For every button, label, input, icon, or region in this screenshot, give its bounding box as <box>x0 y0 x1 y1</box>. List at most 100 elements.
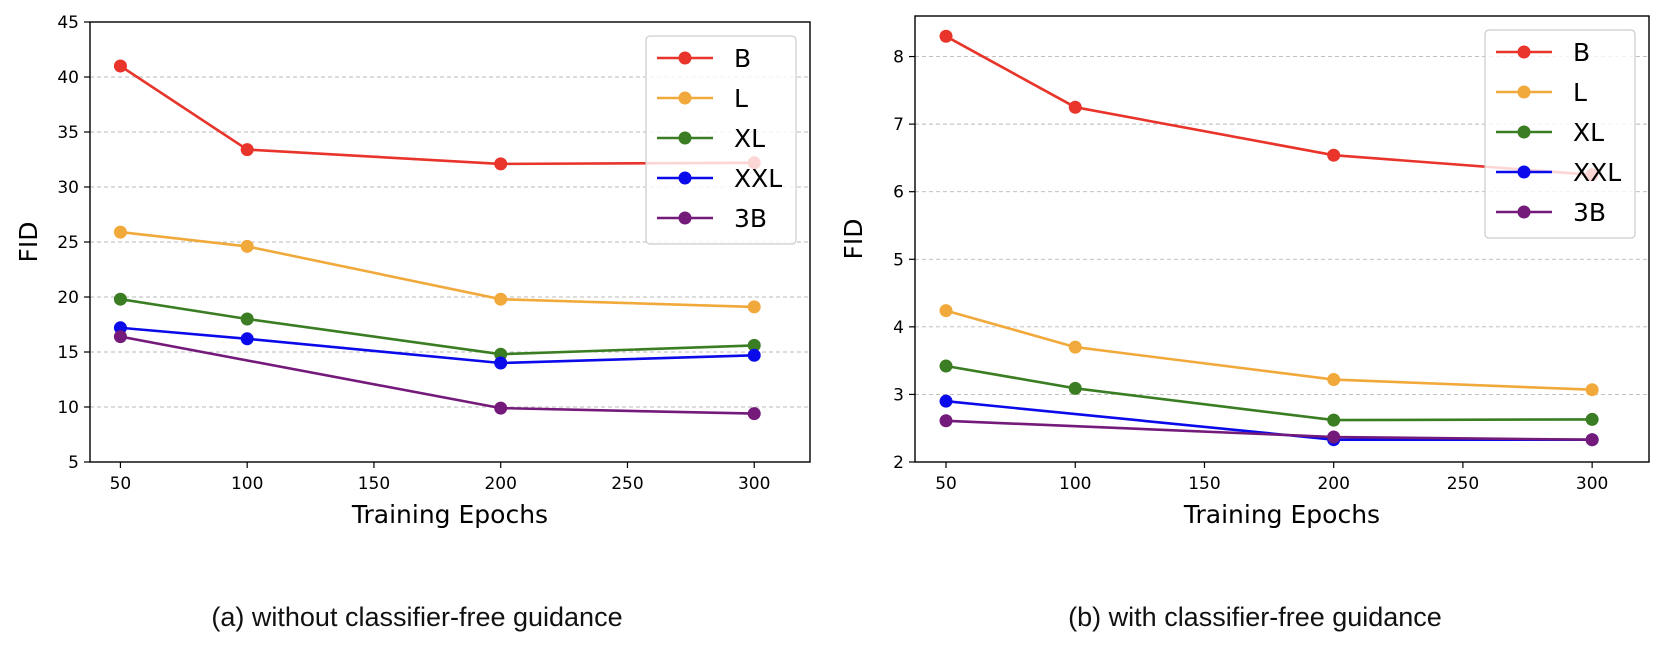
chart-b: 2 3 4 5 6 7 8 50 100 150 200 250 300 Training Epochs F… <box>839 15 1650 529</box>
data-point <box>1585 412 1599 426</box>
legend-entry: 3B <box>657 204 767 233</box>
legend-marker <box>678 211 692 225</box>
series-line <box>120 297 755 356</box>
legend-label: XXL <box>734 164 782 193</box>
y-tick-label: 3 <box>893 385 904 405</box>
legend-entry: XXL <box>1496 158 1621 187</box>
x-tick-label: 200 <box>1317 474 1349 494</box>
caption-a: (a) without classifier-free guidance <box>211 602 623 632</box>
legend-label: XL <box>734 124 765 153</box>
series-3b <box>113 330 761 421</box>
series-line <box>119 64 755 166</box>
legend-entry: B <box>1496 38 1590 67</box>
data-point <box>1327 148 1341 162</box>
y-axis-label: FID <box>839 218 868 259</box>
chart-a: 5 10 15 20 25 30 35 40 45 50 100 150 200 250 300 Traini… <box>14 13 811 529</box>
legend-entry: B <box>657 44 751 73</box>
x-tick-label: 300 <box>1576 474 1608 494</box>
y-tick-label: 15 <box>57 343 79 363</box>
y-tick-label: 8 <box>893 48 904 68</box>
x-tick-label: 100 <box>231 474 263 494</box>
x-tick-label: 250 <box>611 474 643 494</box>
series-line <box>945 35 1593 177</box>
series-line <box>120 230 755 309</box>
data-point <box>939 359 953 373</box>
x-axis-label: Training Epochs <box>351 500 548 529</box>
data-point <box>494 356 508 370</box>
legend: BL XL XXL 3B <box>645 35 797 245</box>
data-point <box>1327 373 1341 387</box>
y-tick-label: 30 <box>57 178 79 198</box>
legend-box <box>645 35 797 245</box>
plot-frame <box>89 21 811 463</box>
y-tick-label: 5 <box>68 453 79 473</box>
series-line <box>945 364 1593 422</box>
legend-entry: L <box>1496 78 1587 107</box>
legend-marker <box>1517 205 1531 219</box>
x-tick-label: 250 <box>1447 474 1479 494</box>
y-tick-label: 20 <box>57 288 79 308</box>
legend-label: L <box>1573 78 1587 107</box>
legend-entry: L <box>657 84 748 113</box>
series-l <box>939 304 1599 397</box>
data-point <box>1068 340 1082 354</box>
plot-frame <box>914 15 1650 463</box>
data-point <box>113 330 127 344</box>
legend-label: XXL <box>1573 158 1621 187</box>
legend-label: L <box>734 84 748 113</box>
data-point <box>113 59 127 73</box>
data-point <box>240 143 254 157</box>
legend-label: B <box>1573 38 1590 67</box>
y-tick-label: 45 <box>57 13 79 33</box>
legend-entry: XXL <box>657 164 782 193</box>
legend-label: 3B <box>734 204 767 233</box>
caption-b: (b) with classifier-free guidance <box>1068 602 1442 632</box>
data-point <box>240 312 254 326</box>
y-tick-label: 7 <box>893 115 904 135</box>
data-point <box>1585 433 1599 447</box>
x-tick-label: 50 <box>110 474 132 494</box>
y-tick-label: 10 <box>57 398 79 418</box>
x-tick-label: 150 <box>1188 474 1220 494</box>
legend-marker <box>1517 125 1531 139</box>
series-line <box>945 419 1593 441</box>
x-tick-label: 100 <box>1059 474 1091 494</box>
legend-label: 3B <box>1573 198 1606 227</box>
data-point <box>1068 381 1082 395</box>
y-tick-label: 2 <box>893 453 904 473</box>
x-axis-label: Training Epochs <box>1183 500 1380 529</box>
y-tick-label: 40 <box>57 68 79 88</box>
legend-marker <box>1517 45 1531 59</box>
data-point <box>240 332 254 346</box>
legend-entry: XL <box>1496 118 1604 147</box>
data-point <box>939 29 953 43</box>
legend-marker <box>678 51 692 65</box>
data-point <box>747 300 761 314</box>
y-tick-label: 5 <box>893 250 904 270</box>
y-tick-label: 6 <box>893 183 904 203</box>
data-point <box>113 225 127 239</box>
data-point <box>494 157 508 171</box>
x-tick-label: 150 <box>358 474 390 494</box>
series-line <box>120 326 755 365</box>
data-point <box>1068 100 1082 114</box>
data-point <box>1585 383 1599 397</box>
series-line <box>945 309 1593 391</box>
legend-marker <box>1517 165 1531 179</box>
legend-marker <box>678 131 692 145</box>
x-tick-label: 200 <box>484 474 516 494</box>
series-3b <box>939 414 1599 447</box>
legend-box <box>1484 29 1636 239</box>
data-point <box>939 394 953 408</box>
legend: BL XL XXL 3B <box>1484 29 1636 239</box>
data-point <box>494 292 508 306</box>
legend-entry: XL <box>657 124 765 153</box>
data-point <box>494 401 508 415</box>
data-point <box>1327 430 1341 444</box>
legend-marker <box>678 171 692 185</box>
data-point <box>113 292 127 306</box>
series-l <box>113 225 761 314</box>
data-point <box>1327 413 1341 427</box>
data-point <box>939 304 953 318</box>
